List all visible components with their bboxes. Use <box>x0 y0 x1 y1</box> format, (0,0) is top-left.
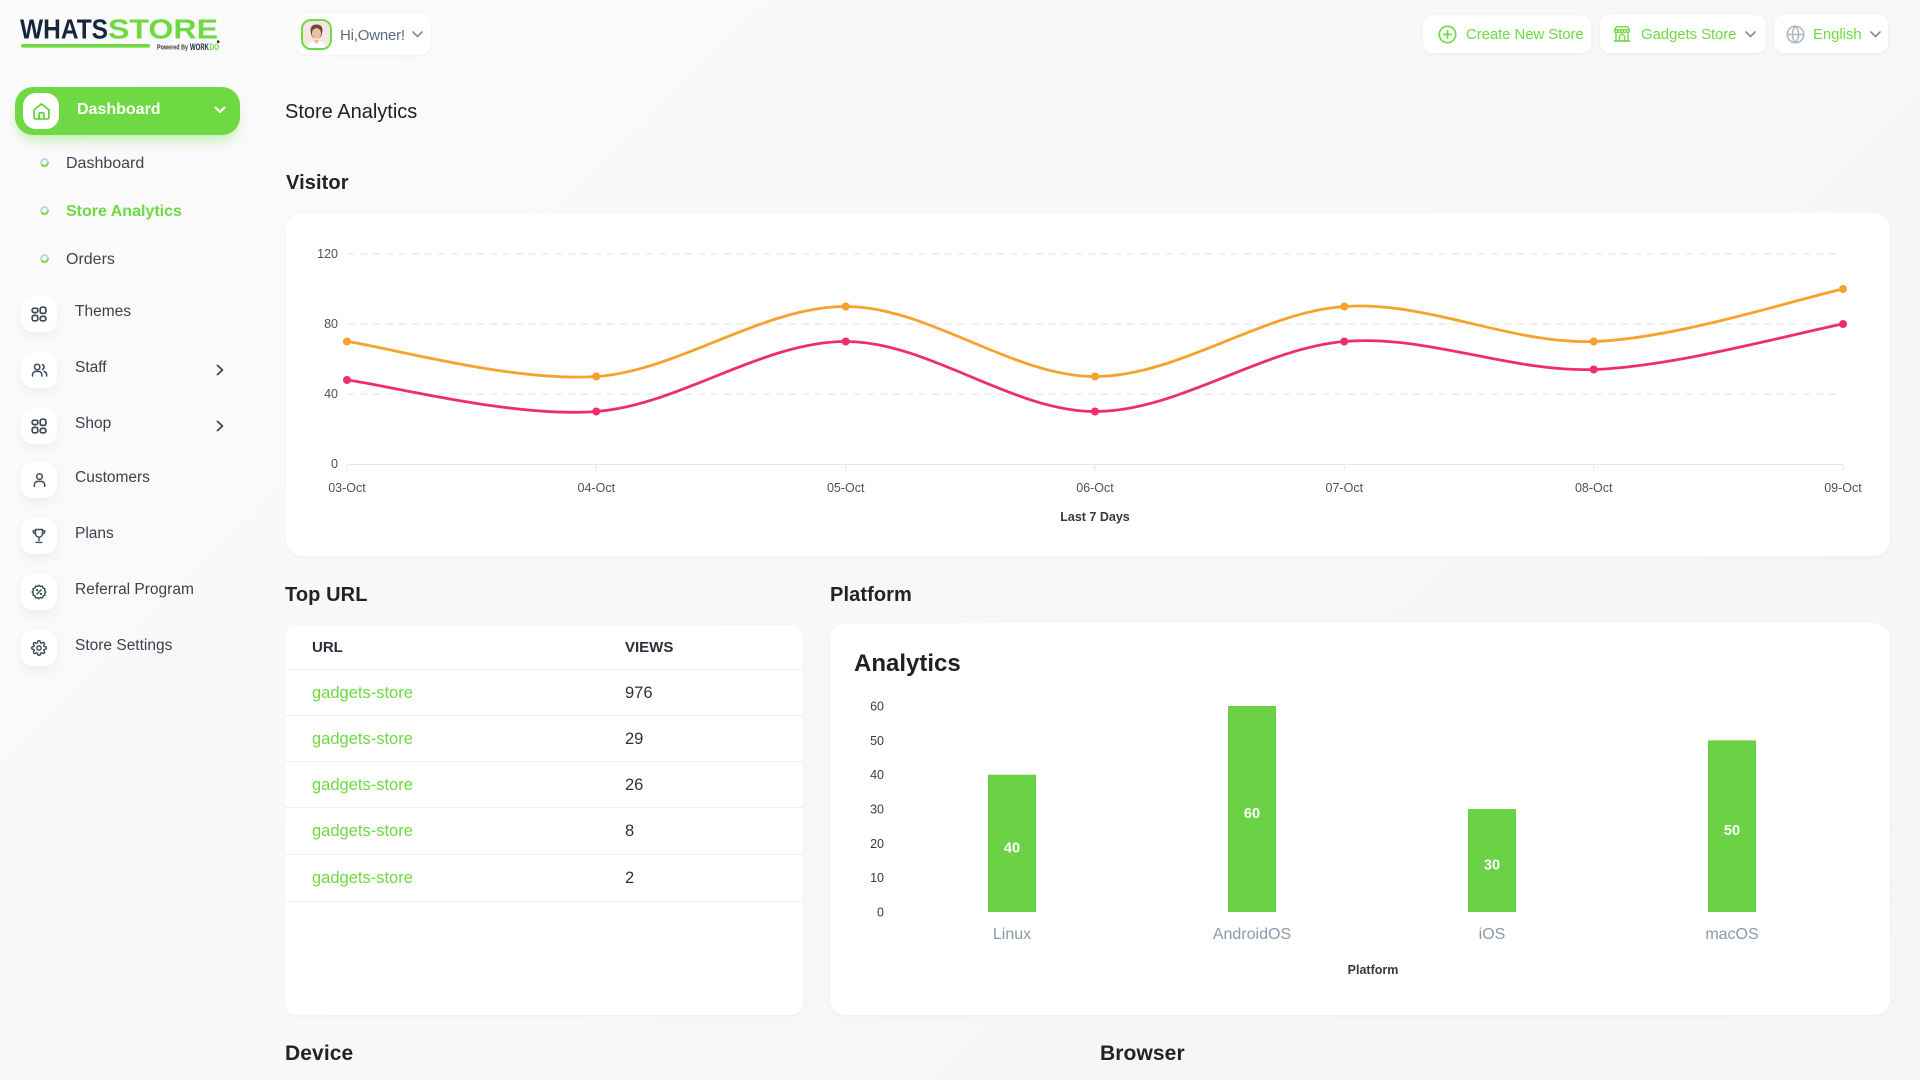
svg-text:60: 60 <box>870 700 884 714</box>
svg-text:40: 40 <box>1004 840 1020 856</box>
svg-text:08-Oct: 08-Oct <box>1575 481 1613 495</box>
svg-text:20: 20 <box>870 837 884 851</box>
svg-text:09-Oct: 09-Oct <box>1824 481 1862 495</box>
svg-text:50: 50 <box>870 734 884 748</box>
svg-text:Linux: Linux <box>993 926 1031 943</box>
svg-text:iOS: iOS <box>1479 926 1506 943</box>
svg-text:Powered By: Powered By <box>157 45 188 52</box>
svg-text:AndroidOS: AndroidOS <box>1213 926 1291 943</box>
svg-text:STORE: STORE <box>108 14 218 45</box>
svg-text:DO: DO <box>210 42 220 52</box>
svg-text:WORK: WORK <box>190 42 209 52</box>
svg-text:Platform: Platform <box>1348 963 1399 977</box>
svg-text:07-Oct: 07-Oct <box>1326 481 1364 495</box>
svg-text:60: 60 <box>1244 806 1260 822</box>
svg-text:40: 40 <box>870 768 884 782</box>
svg-text:50: 50 <box>1724 823 1740 839</box>
svg-text:0: 0 <box>877 906 884 920</box>
svg-text:30: 30 <box>870 803 884 817</box>
svg-text:80: 80 <box>324 317 338 331</box>
svg-text:05-Oct: 05-Oct <box>827 481 865 495</box>
svg-text:04-Oct: 04-Oct <box>578 481 616 495</box>
svg-text:Last 7 Days: Last 7 Days <box>1060 510 1130 524</box>
svg-text:10: 10 <box>870 871 884 885</box>
svg-text:120: 120 <box>317 247 338 261</box>
svg-text:macOS: macOS <box>1705 926 1758 943</box>
svg-text:30: 30 <box>1484 858 1500 874</box>
svg-text:WHATS: WHATS <box>20 14 108 45</box>
svg-text:03-Oct: 03-Oct <box>328 481 366 495</box>
svg-text:06-Oct: 06-Oct <box>1076 481 1114 495</box>
svg-text:0: 0 <box>331 457 338 471</box>
svg-text:40: 40 <box>324 387 338 401</box>
